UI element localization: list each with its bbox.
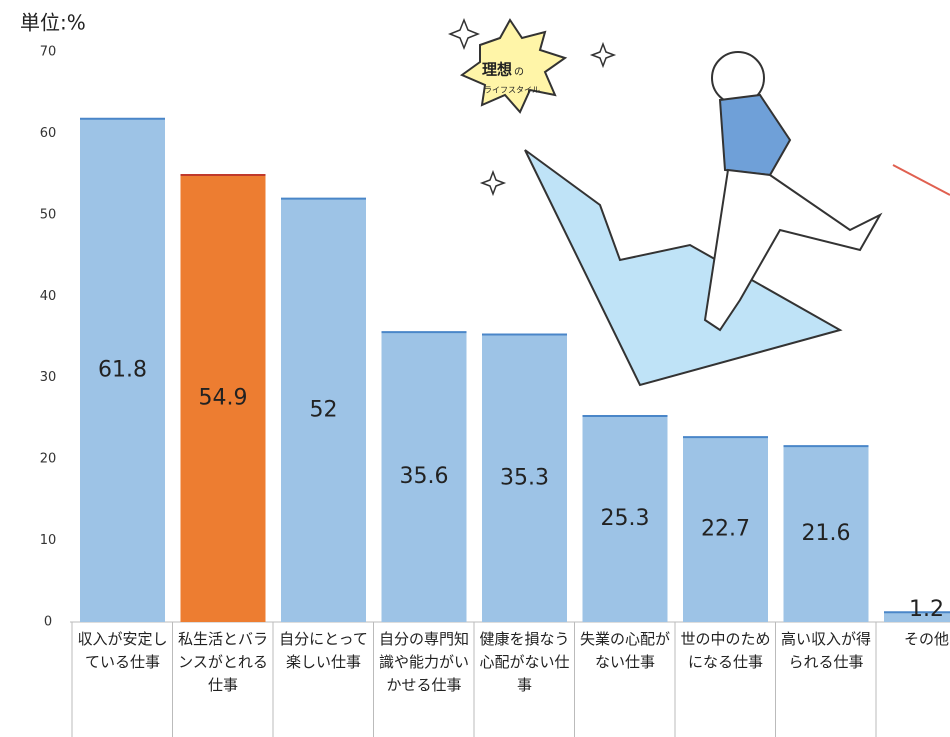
x-tick-label: 自分の専門知識や能力がいかせる仕事 <box>378 630 469 694</box>
bar <box>180 174 266 622</box>
x-tick-label: 自分にとって楽しい仕事 <box>279 630 368 671</box>
y-tick-label: 30 <box>40 370 57 385</box>
x-tick-label: 私生活とバランスがとれる仕事 <box>177 630 268 694</box>
value-label: 52 <box>310 397 338 422</box>
x-tick-label: 健康を損なう心配がない仕事 <box>479 630 570 694</box>
value-label: 25.3 <box>601 506 650 531</box>
bar <box>80 118 165 623</box>
x-tick-label: 高い収入が得られる仕事 <box>780 630 871 671</box>
value-label: 35.3 <box>500 465 549 490</box>
y-tick-label: 10 <box>40 533 57 548</box>
annotation: の <box>514 67 524 78</box>
x-tick-label: その他 <box>903 630 949 648</box>
value-label: 35.6 <box>400 464 449 489</box>
y-tick-label: 0 <box>44 615 52 630</box>
bar <box>281 198 366 623</box>
x-tick-label: 世の中のためになる仕事 <box>680 630 771 671</box>
illustration <box>447 17 950 387</box>
bar <box>381 332 467 622</box>
y-tick-label: 70 <box>40 45 57 60</box>
y-tick-label: 40 <box>40 289 57 304</box>
bar <box>482 334 567 622</box>
bar <box>683 437 768 622</box>
value-label: 21.6 <box>802 521 851 546</box>
value-label: 54.9 <box>199 385 248 410</box>
unit-label: 単位:% <box>20 11 86 35</box>
x-tick-label: 失業の心配がない仕事 <box>579 630 670 671</box>
y-tick-label: 20 <box>40 452 57 467</box>
value-label: 61.8 <box>98 357 147 382</box>
annotation: 理想 <box>482 61 512 79</box>
x-tick-label: 収入が安定している仕事 <box>77 630 168 671</box>
value-label: 1.2 <box>909 597 944 622</box>
y-tick-label: 50 <box>40 207 57 222</box>
annotation: ライフスタイル <box>484 86 540 95</box>
value-label: 22.7 <box>701 517 750 542</box>
bar <box>582 415 668 622</box>
bar <box>884 612 950 622</box>
bar <box>783 446 869 622</box>
y-tick-label: 60 <box>40 126 57 141</box>
